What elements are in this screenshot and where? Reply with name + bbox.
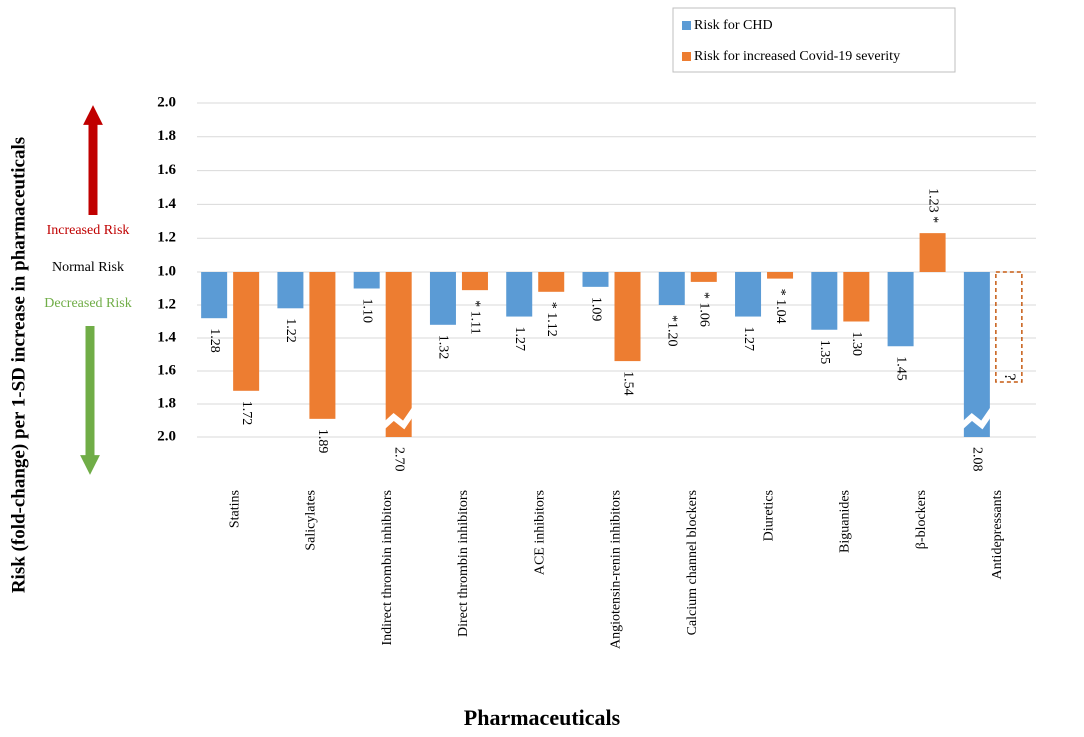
y-tick-label: 1.0 [157,263,176,279]
legend-label: Risk for CHD [694,18,773,33]
x-tick-label: Salicylates [304,490,319,551]
x-axis-title: Pharmaceuticals [464,705,621,730]
value-label: 1.30 [849,332,864,357]
x-tick-label: β-blockers [914,490,929,549]
y-tick-label: 1.8 [157,395,176,411]
y-tick-label: 1.8 [157,128,176,144]
value-label: 1.27 [741,327,756,352]
bar [429,272,456,325]
value-label: 2.70 [391,447,406,472]
value-label: 2.08 [970,447,985,472]
y-tick-label: 1.2 [157,296,176,312]
value-label: 1.10 [359,299,374,324]
bar [735,272,762,317]
bar [461,272,488,291]
bar [614,272,641,362]
y-tick-label: 1.6 [157,362,176,378]
bar [919,233,946,272]
bar [233,272,260,391]
bar [963,272,990,437]
value-label: 1.23 * [925,188,940,223]
value-label: * 1.11 [468,300,483,334]
bar [353,272,380,289]
value-label: * 1.06 [697,292,712,327]
value-label: ? [1001,373,1018,380]
legend-box [672,7,956,73]
value-label: 1.72 [239,401,254,426]
value-label: 1.09 [588,297,603,322]
bar [582,272,609,287]
x-tick-label: Biguanides [838,490,853,553]
y-tick-label: 1.4 [157,329,176,345]
y-tick-label: 2.0 [157,428,176,444]
value-label: *1.20 [665,315,680,347]
x-tick-label: Statins [227,490,242,528]
bar [767,272,794,279]
increased-label: Increased Risk [47,223,130,238]
bar [538,272,565,292]
y-tick-label: 1.4 [157,196,176,212]
y-axis-title: Risk (fold-change) per 1-SD increase in … [8,137,29,593]
normal-label: Normal Risk [52,260,124,275]
value-label: 1.89 [315,429,330,454]
x-tick-label: Calcium channel blockers [685,490,700,635]
y-tick-label: 1.6 [157,162,176,178]
x-tick-label: Antidepressants [990,490,1005,579]
x-tick-label: Indirect thrombin inhibitors [380,490,395,646]
decreased-label: Decreased Risk [44,296,131,311]
x-tick-label: Diuretics [761,490,776,541]
x-tick-label: ACE inhibitors [532,490,547,575]
value-label: * 1.04 [773,289,788,324]
axis-break [380,407,418,430]
bar [309,272,336,419]
legend-label: Risk for increased Covid-19 severity [694,49,900,64]
y-tick-label: 2.0 [157,94,176,110]
bar [201,272,228,319]
bar [658,272,685,305]
bar [843,272,870,322]
axis-break [958,407,996,430]
x-tick-label: Angiotensin-renin inhibitors [609,490,624,649]
legend-swatch [682,52,691,61]
value-label: 1.45 [893,356,908,381]
bar [887,272,914,347]
value-label: 1.28 [207,328,222,353]
bar [385,272,412,437]
missing-bar [995,271,1023,383]
legend-swatch [682,21,691,30]
bar [811,272,838,330]
bar [690,272,717,282]
x-tick-label: Direct thrombin inhibitors [456,490,471,637]
bar [506,272,533,317]
value-label: 1.32 [436,335,451,360]
value-label: 1.27 [512,327,527,352]
y-tick-label: 1.2 [157,230,176,246]
value-label: 1.54 [620,371,635,396]
bar [277,272,304,309]
value-label: 1.35 [817,340,832,365]
value-label: * 1.12 [544,302,559,337]
value-label: 1.22 [283,318,298,343]
